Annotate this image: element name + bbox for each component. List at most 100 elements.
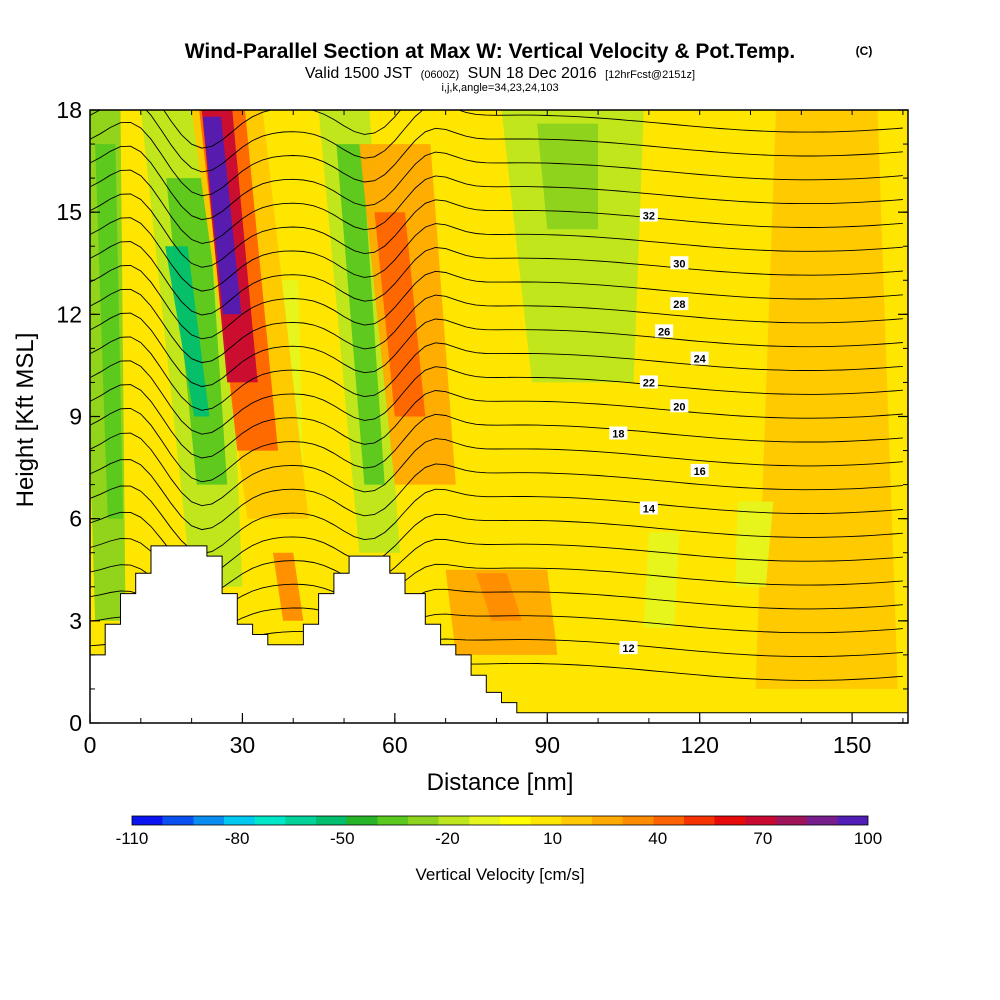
isotherm-line [90, 288, 903, 364]
isotherm-label-box [690, 351, 709, 365]
colorbar-tick-label: -80 [225, 829, 250, 848]
x-axis-label: Distance [nm] [427, 769, 574, 796]
isotherm-line [90, 360, 903, 435]
isotherm-label-box [639, 375, 658, 389]
isotherm-line [90, 384, 903, 459]
velocity-band [202, 116, 242, 315]
isotherm-line [90, 145, 903, 221]
isotherm-line [90, 169, 903, 244]
isotherm-label-box [639, 501, 658, 515]
y-tick-label: 0 [69, 710, 82, 736]
velocity-band [501, 110, 644, 383]
isotherm-line [90, 336, 903, 411]
colorbar-labels: -110 -80 -50 -20 10 40 70 100 [116, 829, 883, 848]
isotherm-label-box [670, 399, 689, 413]
y-tick-label: 12 [56, 301, 82, 327]
isotherm-label-text: 14 [643, 503, 656, 515]
isotherm-line [90, 432, 903, 507]
velocity-band [374, 212, 426, 417]
x-tick-label: 60 [382, 732, 408, 758]
velocity-band [95, 144, 123, 519]
isotherm-line [90, 459, 903, 531]
isotherm-labels: 12 14 16 18 20 22 24 26 28 30 32 [609, 208, 709, 655]
colorbar-title: Vertical Velocity [cm/s] [415, 865, 584, 884]
isotherm-label-box [609, 426, 628, 440]
title-forecast: [12hrFcst@2151z] [605, 69, 695, 81]
y-tick-label: 6 [69, 506, 82, 532]
isotherm-label: 26 [655, 324, 674, 338]
isotherm-label: 28 [670, 297, 689, 311]
isotherm-label-text: 30 [673, 258, 685, 270]
isotherm-label-box [670, 256, 689, 270]
isotherm-line [90, 485, 903, 554]
isotherm-label: 18 [609, 426, 628, 441]
colorbar: -110 -80 -50 -20 10 40 70 100 Vertical Velocity… [116, 815, 883, 884]
isotherm-label: 30 [670, 256, 689, 270]
isotherm-label-text: 32 [643, 211, 655, 223]
y-tick-label: 18 [56, 97, 82, 123]
colorbar-tick-label: -110 [116, 829, 149, 848]
velocity-band [755, 110, 898, 689]
isotherm-label-text: 18 [612, 429, 624, 441]
title-indices: i,j,k,angle=34,23,24,103 [441, 82, 558, 94]
title-valid-utc: (0600Z) [421, 69, 460, 81]
isotherm-line [90, 538, 903, 595]
isotherm-label: 12 [619, 641, 638, 655]
terrain [90, 545, 908, 723]
chart-title: Wind-Parallel Section at Max W: Vertical… [185, 40, 873, 94]
velocity-band [476, 573, 522, 621]
title-copyright: (C) [856, 44, 873, 58]
isotherm-label-text: 12 [622, 643, 634, 655]
isotherm-label: 24 [690, 351, 709, 366]
isotherm-line [90, 217, 903, 292]
y-tick-label: 3 [69, 608, 82, 634]
colorbar-tick-label: 10 [543, 829, 562, 848]
y-tick-label: 9 [69, 404, 82, 430]
isotherm-label-text: 22 [643, 377, 655, 389]
x-tick-label: 90 [534, 732, 560, 758]
velocity-band [272, 552, 304, 621]
isotherm-label: 32 [639, 208, 658, 223]
velocity-band [735, 501, 774, 587]
x-tick-label: 150 [833, 732, 871, 758]
isotherm-label-box [619, 641, 638, 655]
isotherm-label-box [639, 208, 658, 222]
colorbar-tick-label: 100 [854, 829, 882, 848]
isotherm-label-box [655, 324, 674, 338]
colorbar-tick-label: -50 [330, 829, 355, 848]
colorbar-tick-label: 70 [753, 829, 772, 848]
y-axis-label: Height [Kft MSL] [12, 333, 39, 508]
isotherm-label-box [690, 463, 709, 477]
isotherm-label-text: 20 [673, 401, 685, 413]
y-axis: 0 3 6 9 12 15 18 [56, 97, 908, 736]
isotherm-label: 22 [639, 375, 658, 389]
isotherm-label-text: 16 [694, 466, 706, 478]
isotherm-label-box [670, 297, 689, 311]
x-tick-label: 0 [84, 732, 97, 758]
isotherm-label: 20 [670, 399, 689, 413]
isotherm-line [90, 407, 903, 483]
isotherm-line [163, 110, 402, 149]
title-main: Wind-Parallel Section at Max W: Vertical… [185, 40, 796, 63]
isotherm-label: 14 [639, 501, 658, 515]
velocity-band [336, 144, 385, 485]
isotherm-label-text: 26 [658, 326, 670, 338]
isotherm-line [90, 511, 903, 576]
isotherm-line [90, 241, 903, 316]
isotherm-label: 16 [690, 463, 709, 478]
x-tick-label: 120 [681, 732, 719, 758]
title-valid-date: SUN 18 Dec 2016 [468, 65, 597, 82]
isotherm-label-text: 24 [694, 354, 707, 366]
plot-area: 12 14 16 18 20 22 24 26 28 30 32 0 30 60 90 120 150 0 3 6… [56, 97, 909, 758]
velocity-field [90, 110, 898, 689]
colorbar-tick-label: -20 [435, 829, 460, 848]
isotherm-line [90, 110, 903, 173]
x-axis: 0 30 60 90 120 150 [84, 110, 904, 758]
isotherm-label-text: 28 [673, 299, 685, 311]
isotherm-line [90, 264, 903, 340]
isotherm-line [90, 121, 903, 197]
velocity-band [643, 532, 680, 628]
isotherm-line [90, 193, 903, 268]
velocity-band [537, 123, 599, 230]
title-valid: Valid 1500 JST (0600Z) SUN 18 Dec 2016 [… [305, 65, 695, 82]
